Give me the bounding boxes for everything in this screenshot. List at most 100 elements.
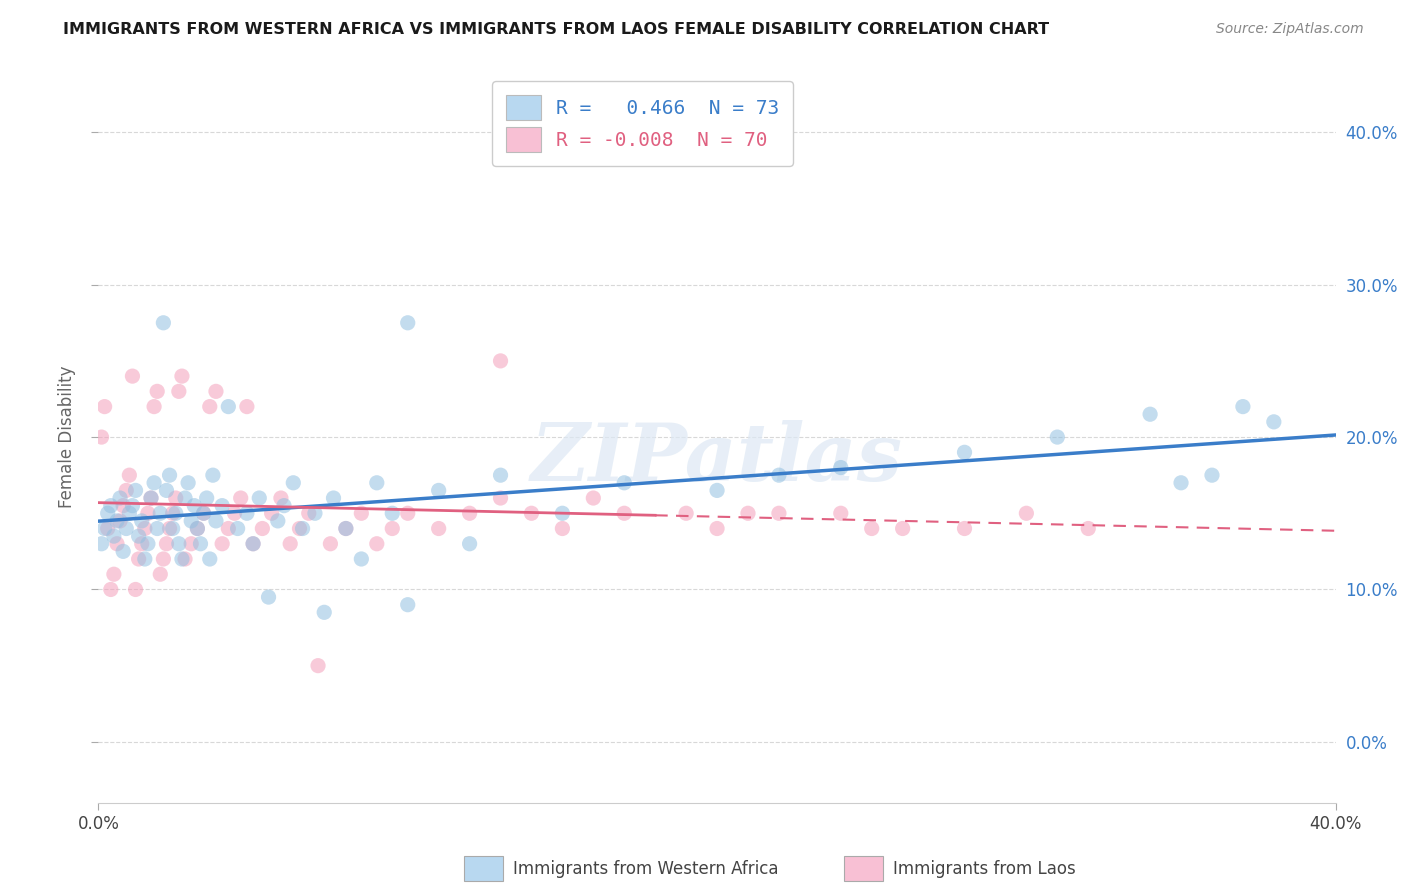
Point	[298, 506, 321, 520]
Point	[489, 354, 512, 368]
Point	[167, 537, 190, 551]
Point	[167, 384, 190, 399]
Y-axis label: Female Disability: Female Disability	[58, 366, 76, 508]
Point	[288, 521, 311, 535]
Point	[582, 491, 605, 505]
Point	[381, 506, 404, 520]
Point	[97, 506, 120, 520]
Point	[205, 384, 228, 399]
Point	[270, 491, 292, 505]
Point	[195, 491, 218, 505]
Point	[124, 582, 146, 597]
Point	[186, 521, 208, 535]
Point	[489, 491, 512, 505]
Point	[90, 537, 112, 551]
Point	[229, 491, 252, 505]
Point	[143, 400, 166, 414]
Point	[155, 537, 177, 551]
Point	[613, 506, 636, 520]
Legend: R =   0.466  N = 73, R = -0.008  N = 70: R = 0.466 N = 73, R = -0.008 N = 70	[492, 81, 793, 166]
Point	[1170, 475, 1192, 490]
Point	[136, 506, 159, 520]
Text: IMMIGRANTS FROM WESTERN AFRICA VS IMMIGRANTS FROM LAOS FEMALE DISABILITY CORRELA: IMMIGRANTS FROM WESTERN AFRICA VS IMMIGR…	[63, 22, 1049, 37]
Point	[165, 506, 187, 520]
Point	[860, 521, 883, 535]
Point	[350, 506, 373, 520]
Point	[115, 521, 138, 535]
Point	[105, 514, 128, 528]
Point	[236, 400, 259, 414]
Point	[193, 506, 215, 520]
Point	[427, 483, 450, 498]
Point	[165, 491, 187, 505]
Point	[118, 506, 141, 520]
Point	[350, 552, 373, 566]
Text: Immigrants from Western Africa: Immigrants from Western Africa	[513, 860, 779, 878]
Point	[260, 506, 283, 520]
Point	[180, 514, 202, 528]
Point	[124, 483, 146, 498]
Point	[152, 316, 174, 330]
Point	[257, 590, 280, 604]
Point	[551, 506, 574, 520]
Point	[170, 369, 193, 384]
Point	[152, 552, 174, 566]
Point	[155, 483, 177, 498]
Point	[366, 475, 388, 490]
Point	[201, 468, 224, 483]
Point	[226, 521, 249, 535]
Point	[291, 521, 314, 535]
Point	[100, 499, 122, 513]
Text: ZIPatlas: ZIPatlas	[531, 420, 903, 498]
Point	[146, 521, 169, 535]
Point	[105, 537, 128, 551]
Point	[458, 537, 481, 551]
Point	[211, 537, 233, 551]
Point	[131, 537, 153, 551]
Point	[93, 521, 115, 535]
Point	[159, 521, 181, 535]
Point	[1139, 407, 1161, 421]
Point	[737, 506, 759, 520]
Point	[613, 475, 636, 490]
Point	[891, 521, 914, 535]
Point	[121, 499, 143, 513]
Point	[112, 499, 135, 513]
Point	[183, 499, 205, 513]
Point	[217, 521, 239, 535]
Point	[134, 552, 156, 566]
Point	[953, 445, 976, 459]
Point	[322, 491, 344, 505]
Point	[1263, 415, 1285, 429]
Point	[706, 483, 728, 498]
Point	[1201, 468, 1223, 483]
Point	[198, 400, 221, 414]
Point	[706, 521, 728, 535]
Point	[136, 537, 159, 551]
Point	[211, 499, 233, 513]
Text: Source: ZipAtlas.com: Source: ZipAtlas.com	[1216, 22, 1364, 37]
Point	[278, 537, 301, 551]
Point	[159, 468, 181, 483]
Point	[953, 521, 976, 535]
Point	[128, 552, 150, 566]
Point	[118, 468, 141, 483]
Point	[381, 521, 404, 535]
Point	[319, 537, 342, 551]
Point	[283, 475, 305, 490]
Point	[675, 506, 697, 520]
Point	[366, 537, 388, 551]
Point	[134, 521, 156, 535]
Point	[458, 506, 481, 520]
Point	[174, 552, 197, 566]
Point	[186, 521, 208, 535]
Point	[108, 491, 131, 505]
Point	[174, 491, 197, 505]
Point	[335, 521, 357, 535]
Point	[177, 475, 200, 490]
Point	[131, 514, 153, 528]
Point	[93, 400, 115, 414]
Point	[193, 506, 215, 520]
Point	[396, 316, 419, 330]
Point	[162, 521, 184, 535]
